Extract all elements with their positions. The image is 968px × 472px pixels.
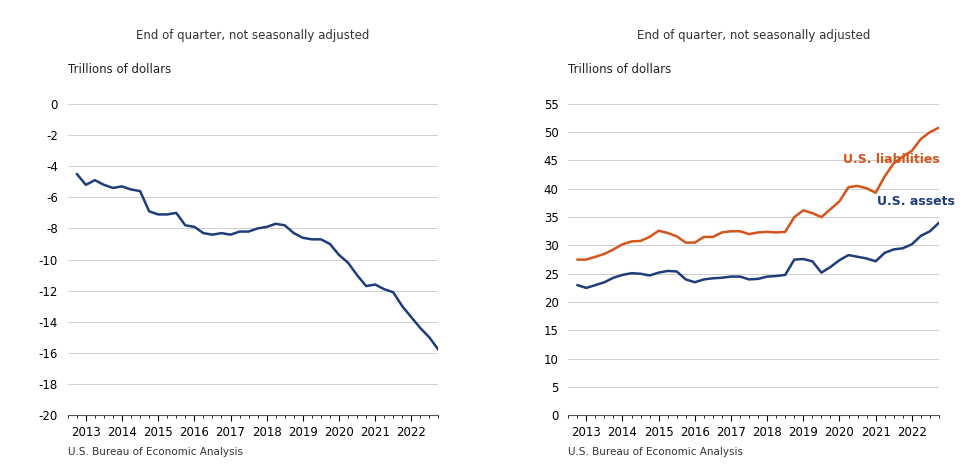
Text: End of quarter, not seasonally adjusted: End of quarter, not seasonally adjusted [637, 29, 870, 42]
Text: Trillions of dollars: Trillions of dollars [568, 63, 672, 76]
Text: Trillions of dollars: Trillions of dollars [68, 63, 171, 76]
Text: U.S. Bureau of Economic Analysis: U.S. Bureau of Economic Analysis [68, 447, 243, 456]
Text: U.S. Bureau of Economic Analysis: U.S. Bureau of Economic Analysis [568, 447, 743, 456]
Text: End of quarter, not seasonally adjusted: End of quarter, not seasonally adjusted [136, 29, 370, 42]
Text: U.S. assets: U.S. assets [877, 194, 955, 208]
Text: U.S. liabilities: U.S. liabilities [843, 153, 940, 166]
